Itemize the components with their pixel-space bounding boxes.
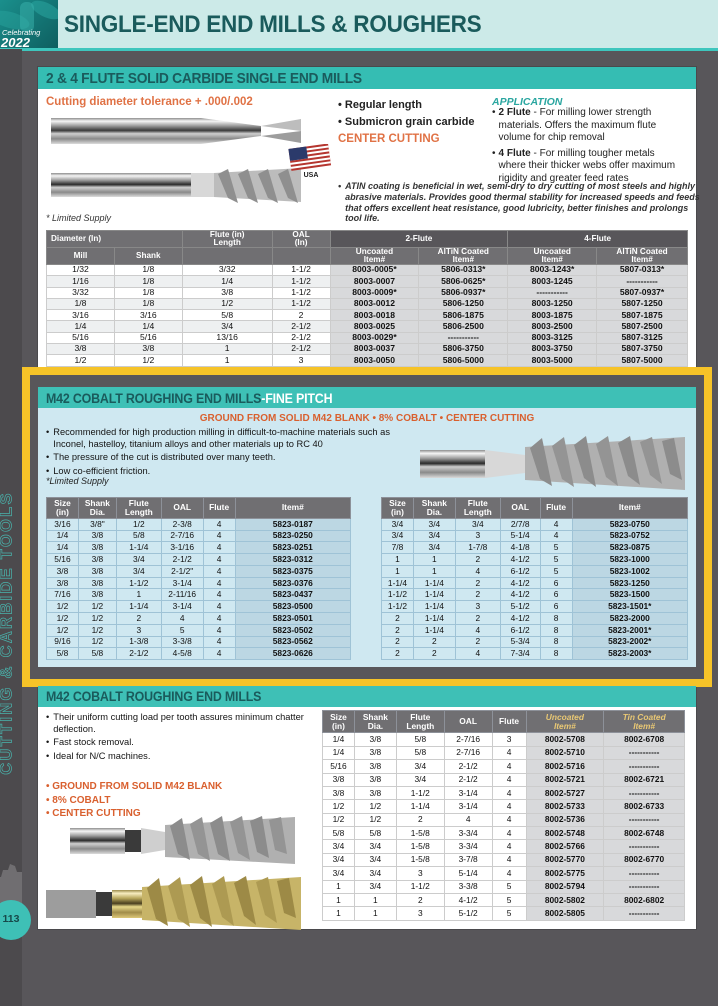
svg-text:2022: 2022 [0, 35, 31, 48]
